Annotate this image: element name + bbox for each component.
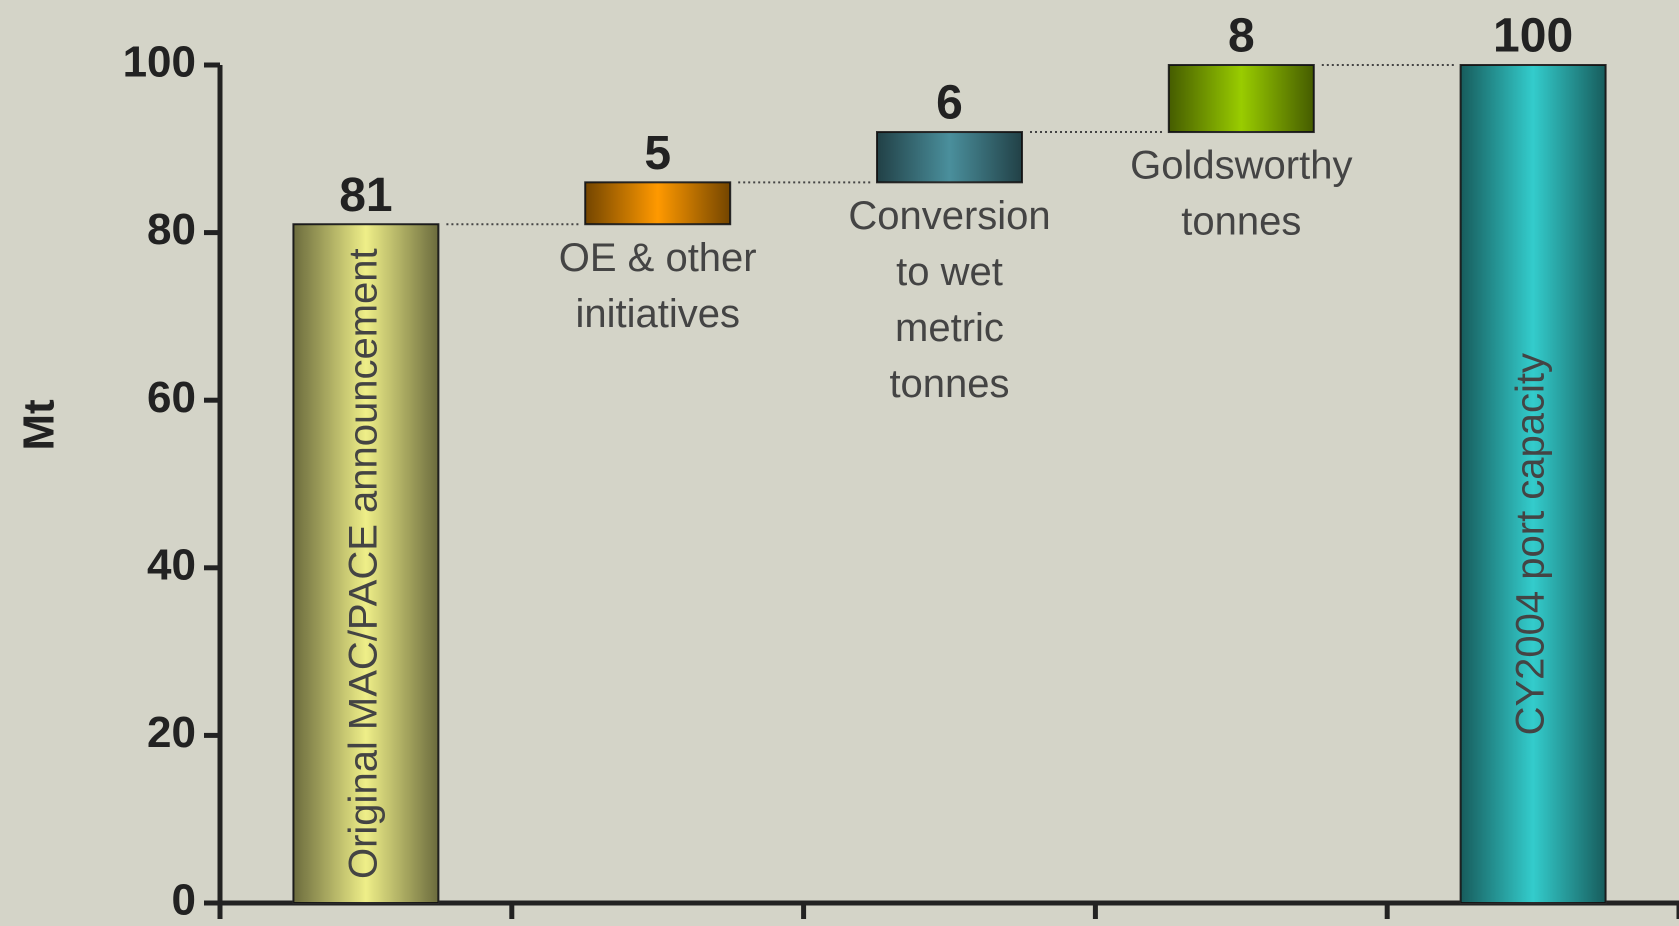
value-label: 6: [936, 77, 963, 130]
y-tick-label: 20: [147, 708, 196, 757]
category-label: to wet: [896, 250, 1003, 294]
y-axis-title: Mt: [15, 399, 64, 451]
category-label: tonnes: [1181, 200, 1301, 244]
y-tick-label: 100: [123, 38, 196, 87]
bar-shade: [293, 224, 439, 904]
bar-shade: [1460, 65, 1606, 903]
y-tick-label: 60: [147, 373, 196, 422]
bar-shade: [585, 182, 731, 225]
category-label: Conversion: [848, 194, 1050, 238]
bar-shade: [877, 132, 1022, 183]
category-label: metric: [895, 306, 1004, 350]
category-label: OE & other: [559, 236, 757, 280]
value-label: 100: [1493, 10, 1573, 63]
category-label: Goldsworthy: [1130, 144, 1352, 188]
y-tick-label: 40: [147, 540, 196, 589]
bar-shade: [1168, 65, 1314, 133]
category-label: CY2004 port capacity: [1509, 353, 1553, 735]
y-tick-label: 0: [172, 876, 196, 925]
value-label: 81: [339, 169, 392, 222]
category-label: initiatives: [575, 292, 740, 336]
value-label: 5: [644, 127, 671, 180]
value-label: 8: [1228, 10, 1255, 63]
y-tick-label: 80: [147, 205, 196, 254]
category-label: tonnes: [889, 362, 1009, 406]
category-label: Original MAC/PACE announcement: [341, 248, 385, 879]
